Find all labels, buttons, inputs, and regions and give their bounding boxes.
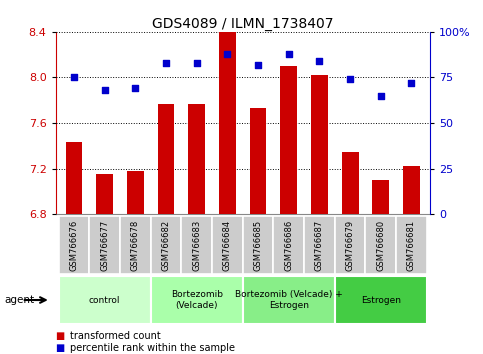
Bar	[219, 4, 236, 214]
Bar	[188, 104, 205, 214]
Point	[346, 76, 354, 82]
Bar	[372, 180, 389, 214]
Bar	[243, 276, 335, 324]
Text: GSM766682: GSM766682	[161, 219, 170, 271]
Text: GSM766676: GSM766676	[70, 219, 78, 271]
Bar	[243, 216, 273, 274]
Text: ■: ■	[56, 343, 65, 353]
Bar	[311, 75, 328, 214]
Point	[70, 75, 78, 80]
Bar	[273, 216, 304, 274]
Bar	[157, 104, 174, 214]
Point	[101, 87, 109, 93]
Text: Estrogen: Estrogen	[361, 296, 401, 304]
Text: GSM766679: GSM766679	[346, 219, 355, 271]
Text: transformed count: transformed count	[70, 331, 161, 341]
Bar	[366, 216, 396, 274]
Bar	[151, 276, 243, 324]
Bar	[89, 216, 120, 274]
Text: GSM766685: GSM766685	[254, 219, 263, 271]
Bar	[127, 171, 144, 214]
Bar	[58, 276, 151, 324]
Bar	[58, 216, 89, 274]
Text: GSM766677: GSM766677	[100, 219, 109, 271]
Text: GSM766684: GSM766684	[223, 219, 232, 271]
Bar	[151, 216, 181, 274]
Text: percentile rank within the sample: percentile rank within the sample	[70, 343, 235, 353]
Bar	[335, 276, 427, 324]
Bar	[403, 166, 420, 214]
Bar	[396, 216, 427, 274]
Bar	[120, 216, 151, 274]
Point	[224, 51, 231, 57]
Point	[162, 60, 170, 66]
Text: GSM766678: GSM766678	[131, 219, 140, 271]
Text: GSM766681: GSM766681	[407, 219, 416, 271]
Bar	[335, 216, 366, 274]
Text: GSM766683: GSM766683	[192, 219, 201, 271]
Bar	[212, 216, 243, 274]
Text: Bortezomib
(Velcade): Bortezomib (Velcade)	[170, 290, 223, 310]
Point	[131, 86, 139, 91]
Point	[315, 58, 323, 64]
Text: GSM766680: GSM766680	[376, 219, 385, 271]
Point	[193, 60, 200, 66]
Bar	[280, 66, 297, 214]
Point	[254, 62, 262, 68]
Point	[285, 51, 293, 57]
Point	[408, 80, 415, 86]
Text: agent: agent	[5, 295, 35, 305]
Bar	[181, 216, 212, 274]
Text: GSM766686: GSM766686	[284, 219, 293, 271]
Bar	[96, 174, 113, 214]
Text: GSM766687: GSM766687	[315, 219, 324, 271]
Title: GDS4089 / ILMN_1738407: GDS4089 / ILMN_1738407	[152, 17, 333, 31]
Bar	[341, 152, 358, 214]
Bar	[304, 216, 335, 274]
Bar	[66, 142, 83, 214]
Point	[377, 93, 384, 98]
Text: control: control	[89, 296, 120, 304]
Bar	[250, 108, 267, 214]
Text: ■: ■	[56, 331, 65, 341]
Text: Bortezomib (Velcade) +
Estrogen: Bortezomib (Velcade) + Estrogen	[235, 290, 342, 310]
